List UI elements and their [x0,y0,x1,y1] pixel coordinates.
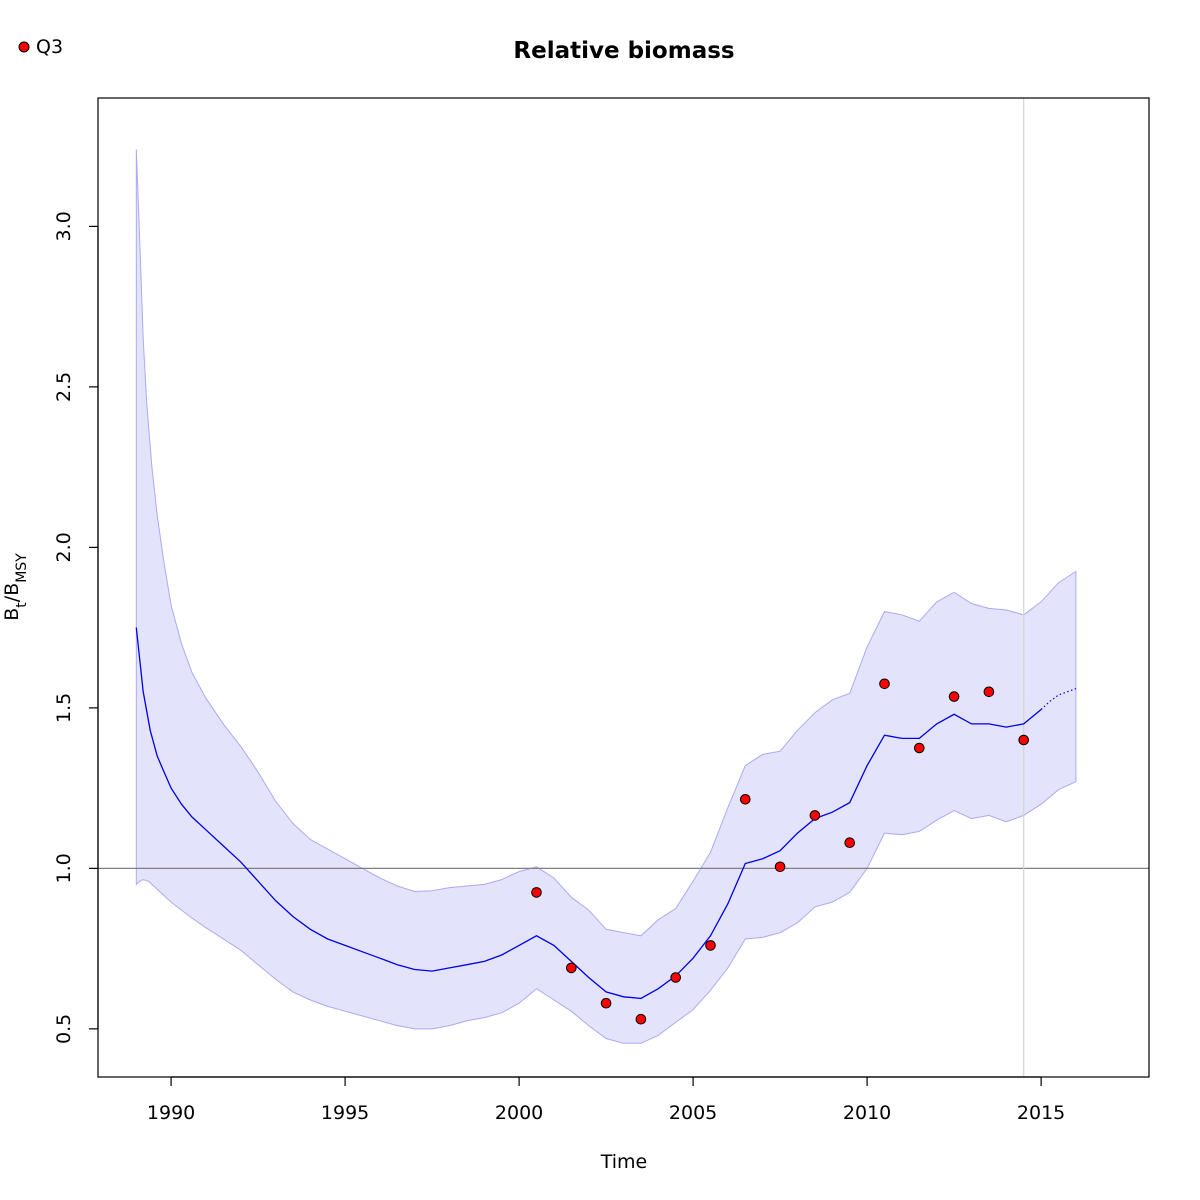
x-axis-label: Time [600,1151,648,1173]
q3-data-point [670,972,682,983]
y-label-sub-msy: MSY [14,553,30,583]
y-label-main: B [1,608,23,621]
x-tick-label: 2000 [495,1102,543,1124]
q3-data-point [809,810,821,821]
y-label-sub-t: t [14,602,30,608]
y-tick-label: 0.5 [53,1014,75,1044]
q3-data-point [844,837,856,849]
q3-data-point [740,794,751,805]
x-axis: 1990 1995 2000 2005 2010 2015 [147,1076,1065,1124]
x-tick-label: 2015 [1017,1102,1065,1124]
estimate-line [135,627,1042,1000]
q3-data-point [774,861,786,873]
y-tick-label: 2.0 [53,532,75,562]
y-axis-label: Bt/BMSY [1,553,30,621]
q3-data-point [705,940,716,951]
chart-title: Relative biomass [513,38,734,64]
legend-label-q3: Q3 [36,36,63,58]
x-tick-label: 2005 [669,1102,717,1124]
legend: Q3 [18,36,63,58]
plot-area [98,98,1149,1077]
x-tick-label: 1990 [147,1102,195,1124]
x-tick-label: 1995 [321,1102,369,1124]
q3-data-point [879,678,890,690]
y-tick-label: 1.5 [53,693,75,723]
q3-data-point [531,887,542,898]
y-tick-label: 2.5 [53,372,75,402]
q3-data-point [983,686,995,698]
y-tick-label: 3.0 [53,211,75,241]
q3-data-point [600,997,612,1009]
q3-data-point [1018,734,1030,746]
q3-data-point [948,691,960,702]
y-label-sep: /B [1,583,23,602]
x-tick-label: 2010 [843,1102,891,1124]
q3-data-point [566,962,577,974]
q3-data-point [914,742,925,754]
confidence-band [135,149,1077,1044]
q3-data-point [635,1013,647,1025]
y-tick-label: 1.0 [53,853,75,883]
legend-marker-q3 [18,41,30,53]
y-axis: 0.5 1.0 1.5 2.0 2.5 3.0 [53,211,99,1044]
